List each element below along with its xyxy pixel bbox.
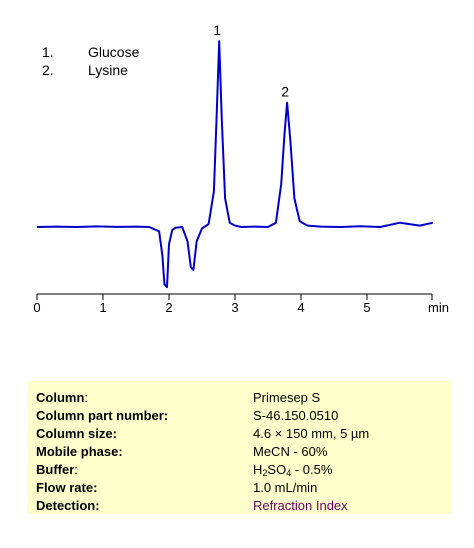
legend-num-1: 1.	[42, 44, 54, 60]
condition-label: Column part number:	[36, 408, 169, 423]
condition-value: MeCN - 60%	[253, 444, 328, 459]
x-axis-ticks: 0 1 2 3 4 5	[33, 294, 433, 315]
peak-label-1: 1	[213, 22, 221, 38]
condition-label: Buffer:	[36, 462, 78, 477]
conditions-panel: Column: Primesep S Column part number: S-46…	[27, 381, 451, 514]
condition-label: Mobile phase:	[36, 444, 123, 459]
condition-row: Column part number: S-46.150.0510	[36, 407, 451, 425]
condition-row: Column size: 4.6 × 150 mm, 5 µm	[36, 425, 451, 443]
condition-label: Detection:	[36, 498, 100, 513]
condition-row: Mobile phase: MeCN - 60%	[36, 443, 451, 461]
condition-row: Detection: Refraction Index	[36, 497, 451, 515]
condition-value: 4.6 × 150 mm, 5 µm	[253, 426, 370, 441]
condition-label: Flow rate:	[36, 480, 98, 495]
x-tick-label-1: 1	[99, 300, 106, 315]
legend: 1. Glucose 2. Lysine	[42, 44, 140, 78]
peak-label-2: 2	[281, 84, 289, 100]
peak-labels: 12	[213, 22, 289, 99]
condition-label: Column:	[36, 390, 89, 405]
condition-row: Buffer: H2SO4 - 0.5%	[36, 461, 451, 479]
condition-value: H2SO4 - 0.5%	[253, 462, 333, 478]
condition-label: Column size:	[36, 426, 117, 441]
x-tick-label-3: 3	[231, 300, 238, 315]
x-tick-label-0: 0	[33, 300, 40, 315]
x-tick-label-5: 5	[363, 300, 370, 315]
chromatogram-trace	[36, 40, 434, 289]
legend-glucose: Glucose	[88, 44, 140, 60]
condition-row: Flow rate: 1.0 mL/min	[36, 479, 451, 497]
legend-num-2: 2.	[42, 62, 54, 78]
condition-value: S-46.150.0510	[253, 408, 339, 423]
condition-value: 1.0 mL/min	[253, 480, 318, 495]
x-tick-label-4: 4	[297, 300, 304, 315]
condition-value: Refraction Index	[253, 498, 348, 513]
condition-value: Primesep S	[253, 390, 321, 405]
condition-row: Column: Primesep S	[36, 389, 451, 407]
legend-lysine: Lysine	[88, 62, 128, 78]
x-axis-unit: min	[428, 300, 449, 315]
x-tick-label-2: 2	[165, 300, 172, 315]
